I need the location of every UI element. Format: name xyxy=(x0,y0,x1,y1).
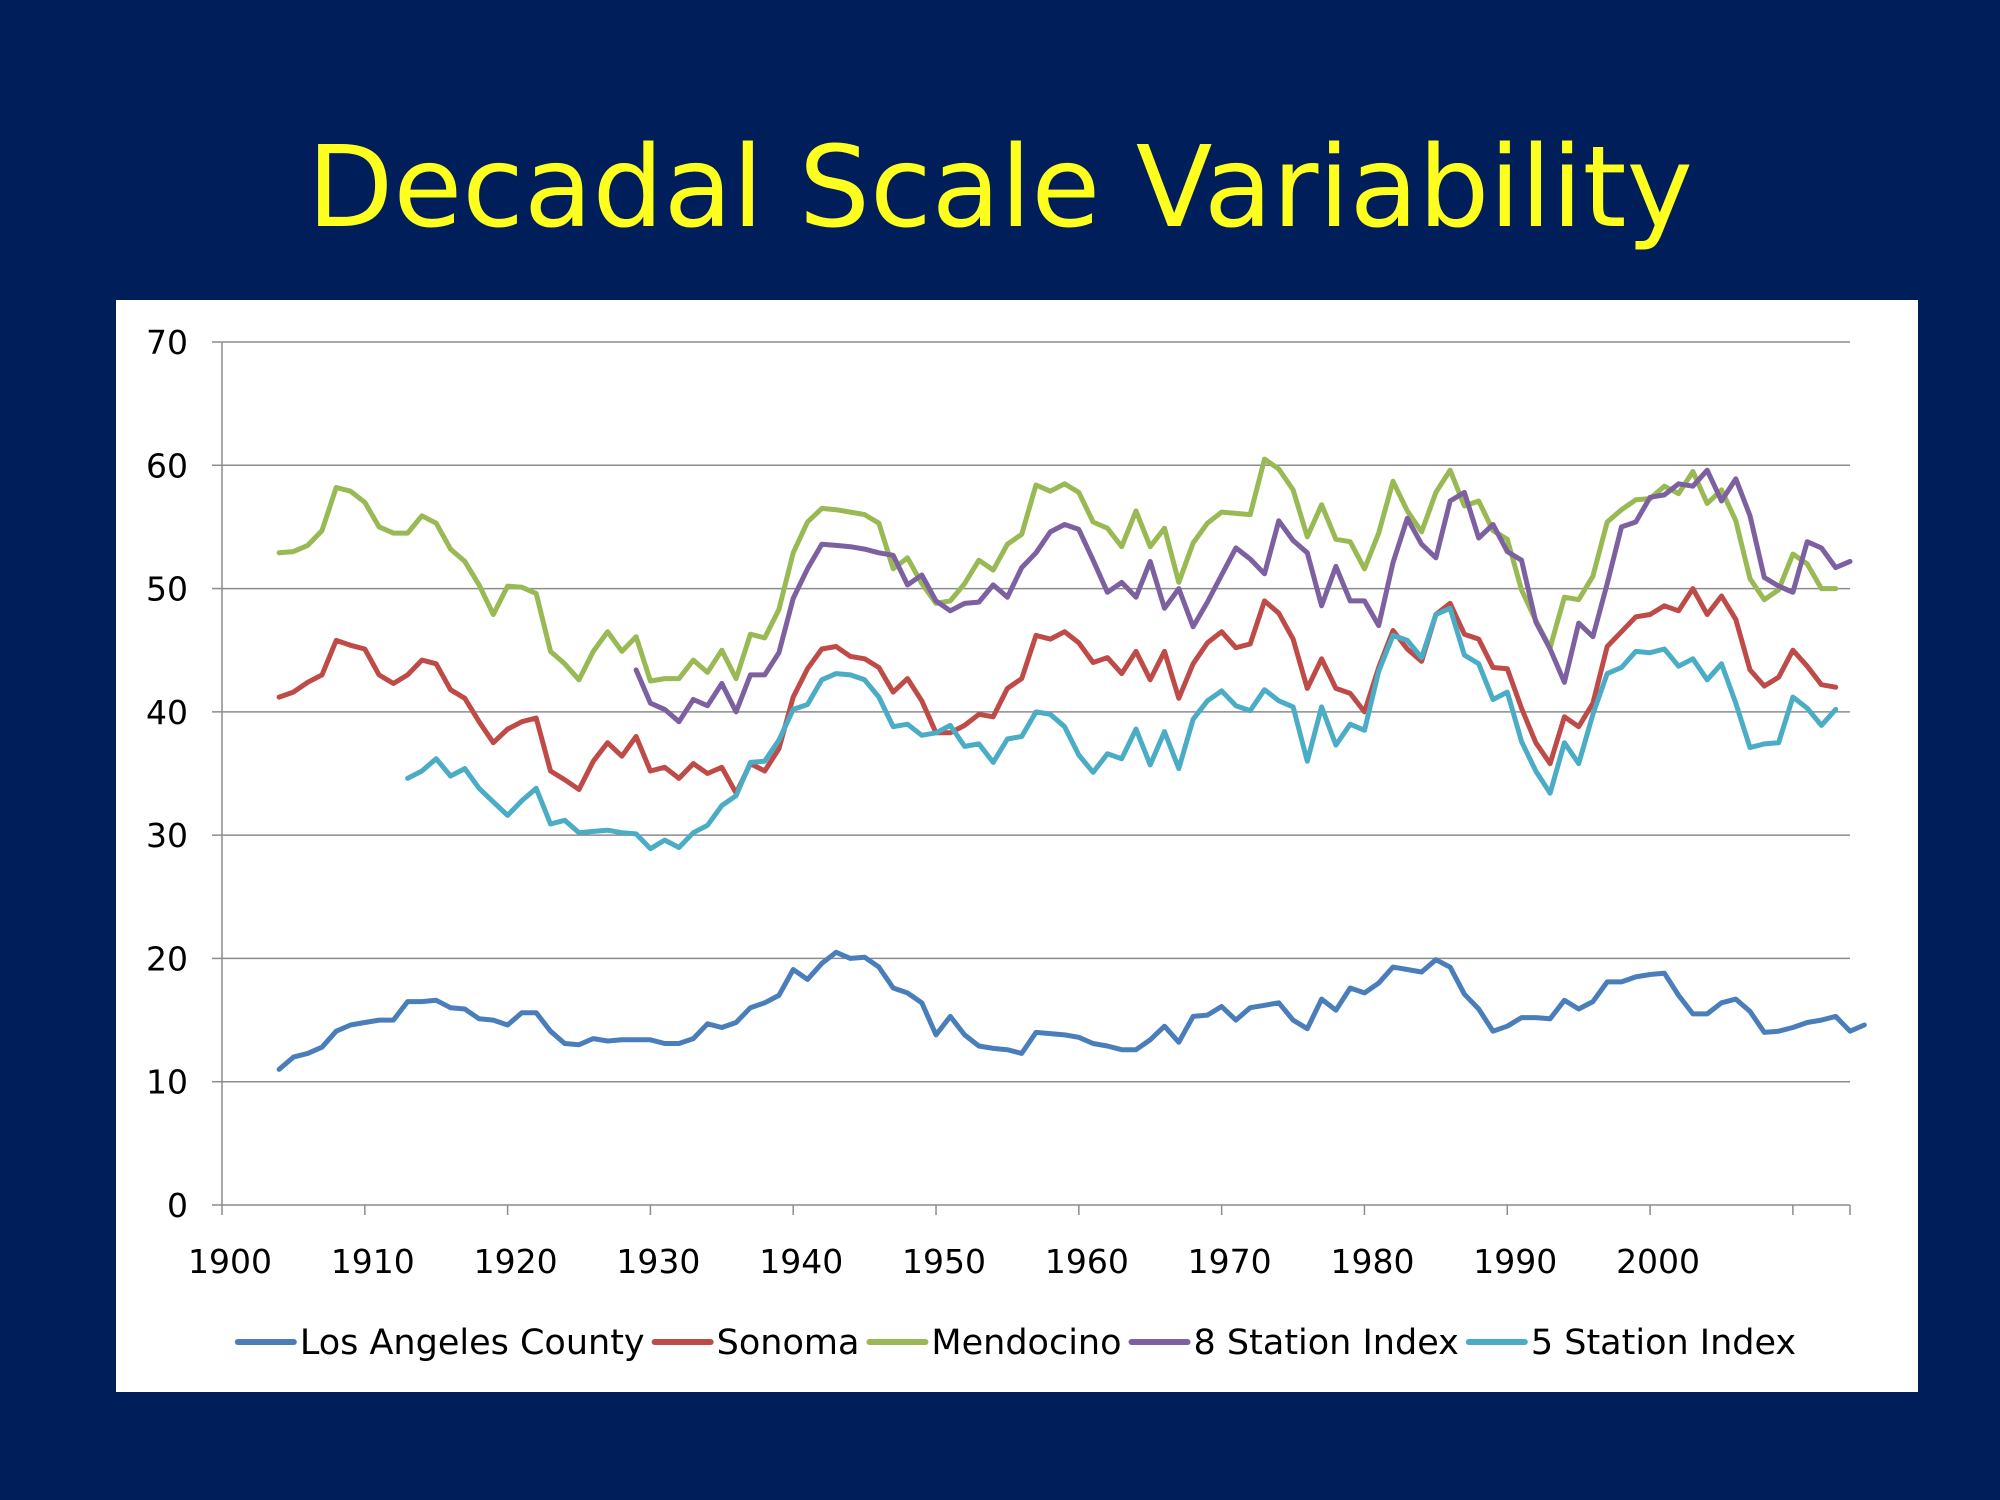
legend-item-los-angeles-county: Los Angeles County xyxy=(234,1323,645,1363)
xtick-label-1910: 1910 xyxy=(331,1242,415,1281)
series-lines xyxy=(276,456,1867,1072)
legend: Los Angeles County Sonoma Mendocino 8 Stati… xyxy=(234,1323,1796,1363)
xtick-label-1980: 1980 xyxy=(1330,1242,1414,1281)
legend-label-mendocino: Mendocino xyxy=(931,1323,1121,1363)
legend-label-5-station-index: 5 Station Index xyxy=(1531,1323,1796,1363)
legend-item-5-station-index: 5 Station Index xyxy=(1465,1323,1796,1363)
legend-label-los-angeles-county: Los Angeles County xyxy=(300,1323,645,1363)
legend-item-sonoma: Sonoma xyxy=(651,1323,860,1363)
xtick-label-1970: 1970 xyxy=(1188,1242,1272,1281)
series-line-8-station-index xyxy=(633,467,1853,725)
xtick-label-1930: 1930 xyxy=(616,1242,700,1281)
ytick-label-0: 0 xyxy=(167,1186,188,1225)
legend-label-8-station-index: 8 Station Index xyxy=(1194,1323,1459,1363)
gridlines xyxy=(222,341,1850,1083)
xtick-label-1900: 1900 xyxy=(188,1242,272,1281)
legend-item-mendocino: Mendocino xyxy=(866,1323,1122,1363)
ytick-label-40: 40 xyxy=(146,693,188,732)
chart-panel: 0 10 20 30 40 50 60 70 1900 1910 1920 1930 1940 1950… xyxy=(116,300,1918,1392)
series-line-5-station-index xyxy=(405,605,1839,852)
legend-item-8-station-index: 8 Station Index xyxy=(1128,1323,1459,1363)
ytick-label-10: 10 xyxy=(146,1063,188,1102)
xtick-label-1950: 1950 xyxy=(902,1242,986,1281)
xtick-label-1960: 1960 xyxy=(1045,1242,1129,1281)
ytick-label-20: 20 xyxy=(146,939,188,978)
xtick-label-1990: 1990 xyxy=(1473,1242,1557,1281)
axes xyxy=(212,341,1851,1215)
ytick-label-60: 60 xyxy=(146,446,188,485)
series-line-mendocino xyxy=(276,456,1839,684)
x-axis-tick-labels: 1900 1910 1920 1930 1940 1950 1960 1970 1980 1990… xyxy=(188,1242,1700,1281)
ytick-label-70: 70 xyxy=(146,323,188,362)
xtick-label-2000: 2000 xyxy=(1616,1242,1700,1281)
ytick-label-30: 30 xyxy=(146,816,188,855)
xtick-label-1920: 1920 xyxy=(474,1242,558,1281)
line-chart: 0 10 20 30 40 50 60 70 1900 1910 1920 1930 1940 1950… xyxy=(146,323,1867,1363)
slide-title: Decadal Scale Variability xyxy=(307,123,1693,253)
y-axis-tick-labels: 0 10 20 30 40 50 60 70 xyxy=(146,323,188,1225)
series-line-sonoma xyxy=(276,586,1839,796)
ytick-label-50: 50 xyxy=(146,570,188,609)
legend-label-sonoma: Sonoma xyxy=(717,1323,860,1363)
xtick-label-1940: 1940 xyxy=(759,1242,843,1281)
series-line-los-angeles-county xyxy=(276,949,1867,1072)
